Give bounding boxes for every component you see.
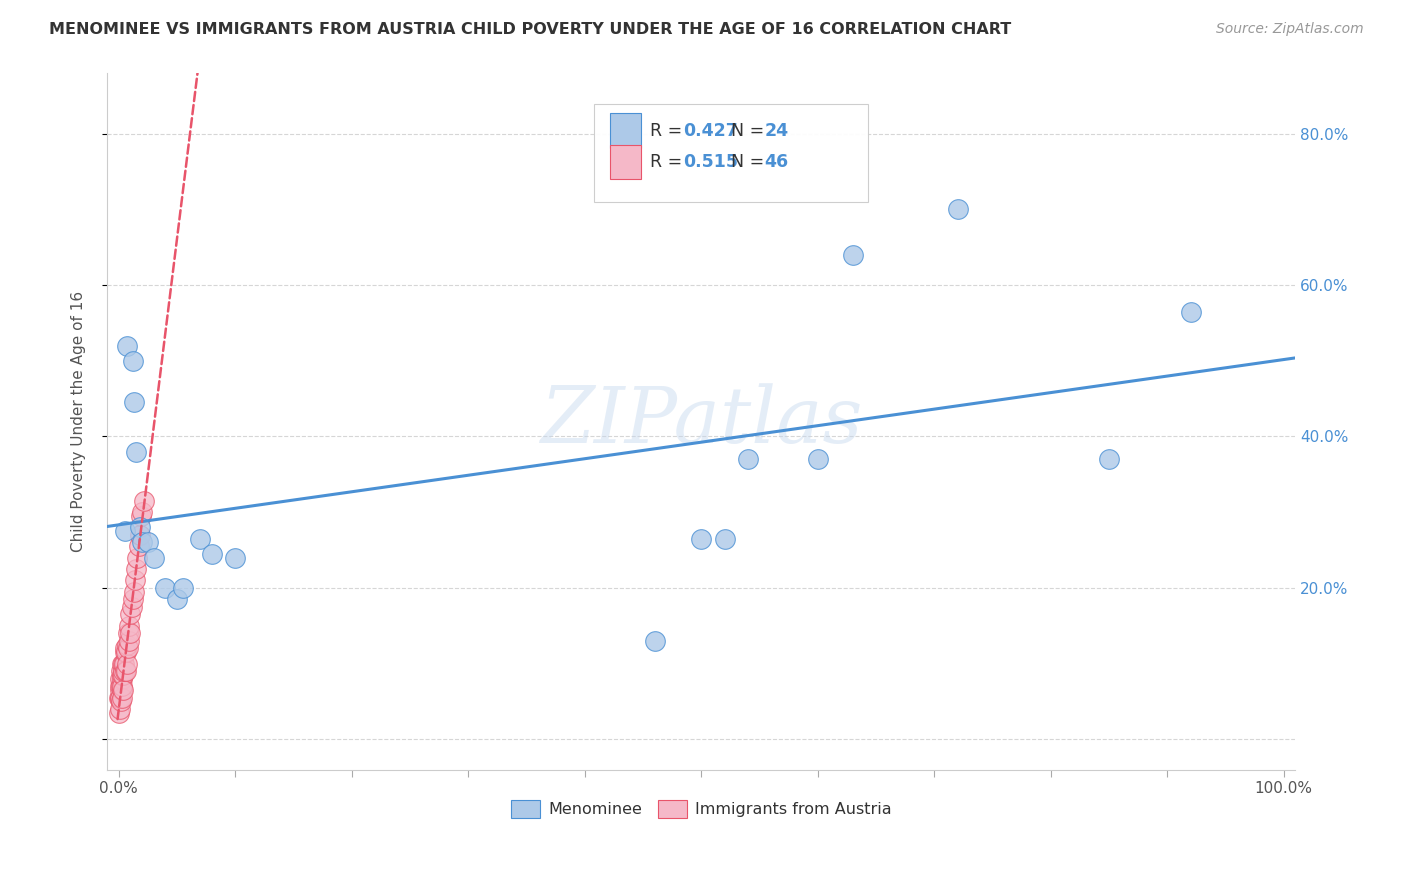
Point bbox=[114, 664, 136, 678]
Point bbox=[121, 353, 143, 368]
Point bbox=[129, 508, 152, 523]
Point bbox=[114, 641, 136, 656]
Point bbox=[713, 532, 735, 546]
Point bbox=[121, 599, 143, 614]
Text: N =: N = bbox=[731, 122, 769, 140]
Point bbox=[127, 550, 149, 565]
Point bbox=[115, 338, 138, 352]
Legend: Menominee, Immigrants from Austria: Menominee, Immigrants from Austria bbox=[505, 793, 897, 824]
Point bbox=[111, 668, 134, 682]
Point bbox=[128, 520, 150, 534]
Point bbox=[188, 532, 211, 546]
Point bbox=[1098, 452, 1121, 467]
Point bbox=[134, 493, 156, 508]
Point bbox=[128, 528, 150, 542]
Point bbox=[128, 539, 150, 553]
Point bbox=[690, 532, 713, 546]
Point bbox=[201, 547, 224, 561]
Point bbox=[117, 641, 139, 656]
Point bbox=[124, 574, 146, 588]
Point bbox=[117, 626, 139, 640]
Point bbox=[110, 690, 132, 705]
Point bbox=[120, 607, 142, 622]
Point bbox=[946, 202, 969, 217]
FancyBboxPatch shape bbox=[610, 145, 641, 179]
Point bbox=[142, 550, 165, 565]
Text: 46: 46 bbox=[765, 153, 789, 171]
Point bbox=[166, 592, 188, 607]
Point bbox=[115, 638, 138, 652]
Point bbox=[111, 668, 134, 682]
Point bbox=[125, 562, 148, 576]
Point bbox=[172, 581, 194, 595]
Point bbox=[114, 664, 136, 678]
Y-axis label: Child Poverty Under the Age of 16: Child Poverty Under the Age of 16 bbox=[72, 291, 86, 552]
Point bbox=[112, 657, 135, 671]
Point bbox=[112, 683, 135, 698]
Point bbox=[110, 694, 132, 708]
Point bbox=[118, 634, 141, 648]
Point bbox=[114, 524, 136, 538]
Point bbox=[111, 679, 134, 693]
Point bbox=[108, 690, 131, 705]
Point bbox=[111, 657, 134, 671]
Point bbox=[155, 581, 177, 595]
Point bbox=[108, 683, 131, 698]
Point bbox=[122, 395, 145, 409]
Text: N =: N = bbox=[731, 153, 769, 171]
Point bbox=[807, 452, 830, 467]
Point bbox=[122, 584, 145, 599]
Point bbox=[108, 690, 131, 705]
Text: 24: 24 bbox=[765, 122, 789, 140]
Point bbox=[115, 657, 138, 671]
Point bbox=[111, 683, 134, 698]
Point bbox=[112, 657, 135, 671]
Text: R =: R = bbox=[650, 122, 688, 140]
Point bbox=[111, 672, 134, 686]
Point bbox=[120, 626, 142, 640]
Point bbox=[737, 452, 759, 467]
Text: 0.515: 0.515 bbox=[683, 153, 738, 171]
Text: MENOMINEE VS IMMIGRANTS FROM AUSTRIA CHILD POVERTY UNDER THE AGE OF 16 CORRELATI: MENOMINEE VS IMMIGRANTS FROM AUSTRIA CHI… bbox=[49, 22, 1011, 37]
Point bbox=[121, 592, 143, 607]
Point bbox=[224, 550, 246, 565]
Text: R =: R = bbox=[650, 153, 688, 171]
Point bbox=[108, 679, 131, 693]
Text: ZIPatlas: ZIPatlas bbox=[540, 384, 862, 459]
Point bbox=[110, 679, 132, 693]
Point bbox=[108, 702, 131, 716]
Point bbox=[114, 645, 136, 659]
Point bbox=[131, 505, 153, 519]
Point bbox=[110, 672, 132, 686]
FancyBboxPatch shape bbox=[610, 113, 641, 147]
Point bbox=[118, 619, 141, 633]
Point bbox=[131, 535, 153, 549]
Point bbox=[111, 690, 134, 705]
Point bbox=[112, 664, 135, 678]
FancyBboxPatch shape bbox=[595, 104, 868, 202]
Point bbox=[1180, 304, 1202, 318]
Point bbox=[110, 664, 132, 678]
Point bbox=[125, 444, 148, 458]
Point bbox=[644, 634, 666, 648]
Point bbox=[108, 706, 131, 720]
Point bbox=[841, 248, 863, 262]
Point bbox=[114, 645, 136, 659]
Text: 0.427: 0.427 bbox=[683, 122, 738, 140]
Text: Source: ZipAtlas.com: Source: ZipAtlas.com bbox=[1216, 22, 1364, 37]
Point bbox=[136, 535, 159, 549]
